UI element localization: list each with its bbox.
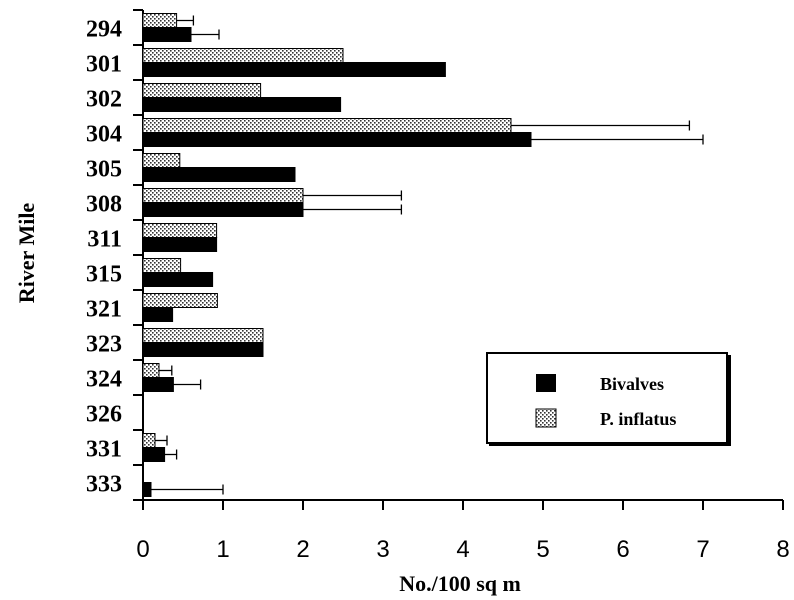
bar-p-inflatus	[142, 118, 512, 133]
bar-bivalves	[142, 202, 304, 217]
bar-bivalves	[142, 167, 296, 182]
y-tick-label: 324	[86, 367, 122, 393]
x-tick-label: 8	[776, 536, 789, 563]
bar-bivalves	[142, 272, 214, 287]
y-tick-label: 301	[86, 52, 122, 78]
bar-bivalves	[142, 307, 174, 322]
legend-line	[727, 355, 731, 445]
y-tick-label: 333	[86, 472, 122, 498]
x-tick-label: 3	[376, 536, 389, 563]
y-tick-label: 305	[86, 157, 122, 183]
legend-swatch-bivalves	[536, 374, 556, 392]
bar-p-inflatus	[142, 363, 160, 378]
bar-p-inflatus	[142, 13, 178, 28]
bar-p-inflatus	[142, 83, 262, 98]
x-tick-label: 5	[536, 536, 549, 563]
x-tick-label: 1	[216, 536, 229, 563]
legend-frame	[486, 352, 728, 444]
y-tick-label: 323	[86, 332, 122, 358]
bar-p-inflatus	[142, 153, 181, 168]
plot-area: 0 1 2 3 4 5 6 7 8 294 301 302 304 305 308 311 315 321 323 3…	[86, 9, 790, 563]
bar-bivalves	[142, 342, 264, 357]
y-tick-label: 315	[86, 262, 122, 288]
bar-p-inflatus	[142, 258, 182, 273]
bar-p-inflatus	[142, 48, 344, 63]
x-tick-label: 7	[696, 536, 709, 563]
legend-label-bivalves: Bivalves	[600, 374, 664, 394]
legend-swatch-p-inflatus	[535, 408, 557, 428]
y-tick-label: 311	[87, 227, 122, 253]
legend-label-p-inflatus: P. inflatus	[600, 409, 676, 429]
bar-bivalves	[142, 377, 174, 392]
x-tick-label: 4	[456, 536, 469, 563]
x-tick-label: 0	[136, 536, 149, 563]
bar-bivalves	[142, 27, 192, 42]
y-tick-label: 321	[86, 297, 122, 323]
legend: Bivalves P. inflatus	[486, 352, 731, 446]
x-axis-label: No./100 sq m	[399, 571, 521, 596]
bar-bivalves	[142, 62, 446, 77]
y-tick-label: 304	[86, 122, 122, 148]
bar-p-inflatus	[142, 188, 304, 203]
y-tick-label: 294	[86, 17, 122, 43]
bar-p-inflatus	[142, 433, 156, 448]
bar-bivalves	[142, 482, 152, 497]
y-tick-label: 302	[86, 87, 122, 113]
bar-p-inflatus	[142, 293, 218, 308]
legend-line	[489, 443, 731, 446]
bar-bivalves	[142, 237, 218, 252]
bar-bivalves	[142, 447, 166, 462]
x-tick-label: 2	[296, 536, 309, 563]
bar-p-inflatus	[142, 223, 218, 238]
bar-p-inflatus	[142, 328, 264, 343]
bar-bivalves	[142, 97, 342, 112]
y-tick-label: 331	[86, 437, 122, 463]
y-tick-label: 326	[86, 402, 122, 428]
y-tick-label: 308	[86, 192, 122, 218]
y-axis-label: River Mile	[14, 203, 39, 304]
x-tick-label: 6	[616, 536, 629, 563]
bar-bivalves	[142, 132, 532, 147]
